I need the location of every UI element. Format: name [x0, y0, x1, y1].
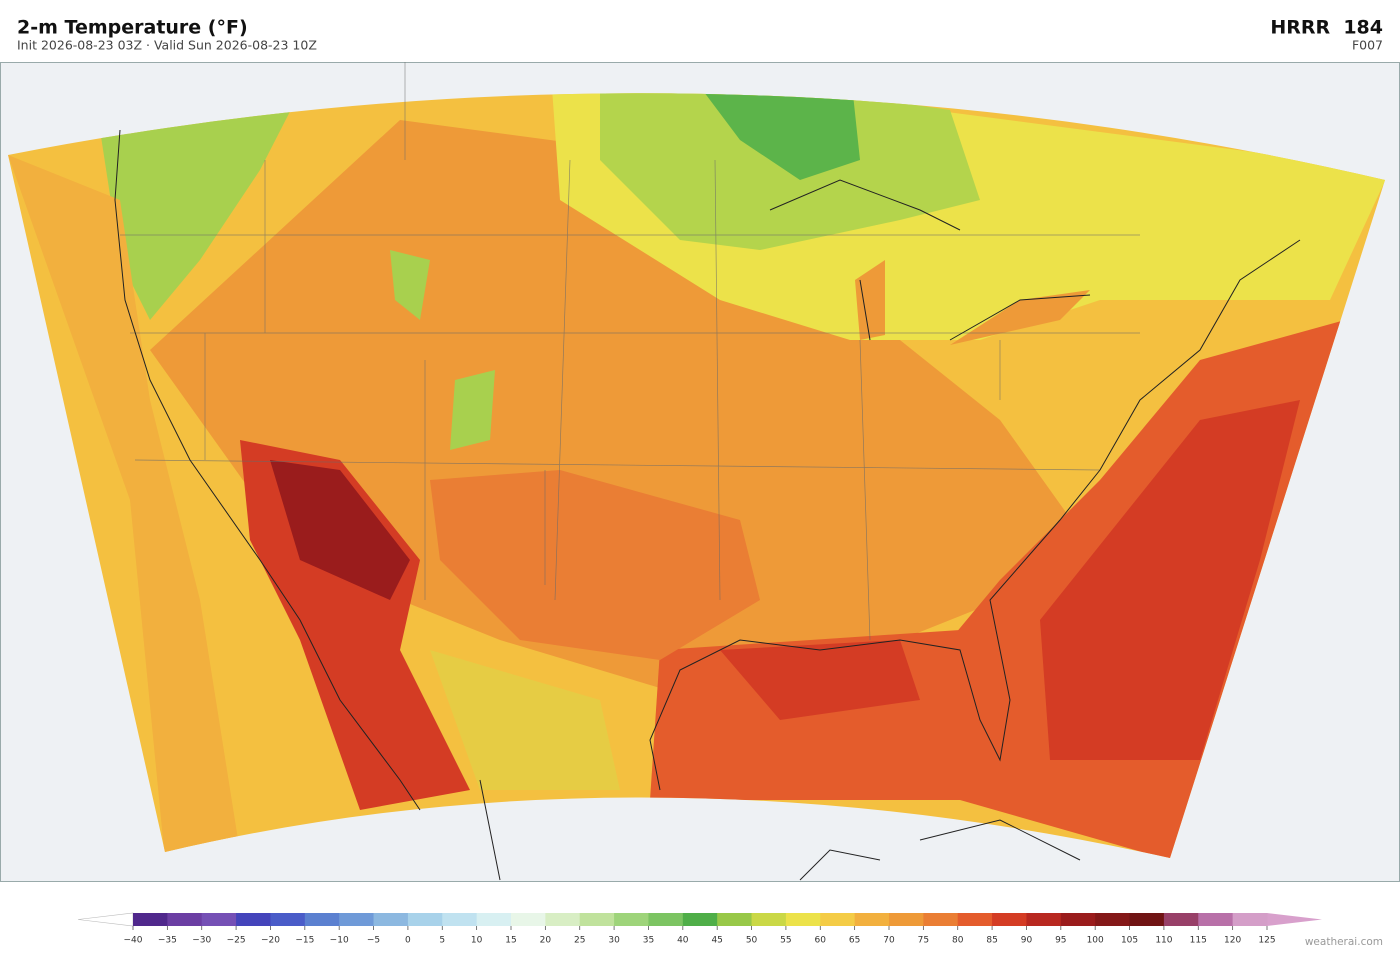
colorbar-tick-label: −40 [124, 936, 143, 946]
forecast-hour: F007 [1352, 38, 1383, 53]
colorbar-swatch [614, 913, 649, 926]
colorbar-swatch [992, 913, 1027, 926]
colorbar-tick-label: −15 [295, 936, 314, 946]
colorbar-tick-label: 60 [815, 936, 827, 946]
colorbar-tick-label: −5 [367, 936, 380, 946]
colorbar-tick-label: 120 [1224, 936, 1241, 946]
colorbar-swatch [751, 913, 787, 926]
subtitle: Init 2026-08-23 03Z · Valid Sun 2026-08-… [17, 38, 317, 53]
colorbar-swatch [201, 913, 237, 926]
colorbar-swatch [442, 913, 478, 926]
colorbar-swatch [785, 913, 821, 926]
colorbar-tick-label: 70 [883, 936, 895, 946]
colorbar-swatch [511, 913, 546, 926]
colorbar-swatch [1060, 913, 1096, 926]
colorbar-tick-label: 30 [608, 936, 620, 946]
colorbar-tick-label: 45 [711, 936, 722, 946]
colorbar-tick-label: 40 [677, 936, 689, 946]
colorbar-tick-label: 20 [540, 936, 552, 946]
colorbar-swatch [270, 913, 306, 926]
colorbar-swatch [1129, 913, 1165, 926]
colorbar-tick-label: 125 [1258, 936, 1275, 946]
colorbar-swatch [820, 913, 856, 926]
colorbar-swatch [407, 913, 443, 926]
colorbar-tick-label: 80 [952, 936, 964, 946]
colorbar-swatch [1026, 913, 1062, 926]
colorbar-swatch [923, 913, 959, 926]
colorbar-tick-label: 65 [849, 936, 860, 946]
colorbar: −40 −35 −30 −25 −20 −15 −10 −5 0 5 10 15 20 25 30 35 40 4… [77, 912, 1322, 946]
colorbar-tick-label: 75 [918, 936, 929, 946]
colorbar-tick-label: 95 [1055, 936, 1066, 946]
watermark: weatherai.com [1305, 936, 1383, 948]
colorbar-tick-label: 115 [1190, 936, 1207, 946]
model-label: HRRR 184 [1270, 17, 1383, 39]
colorbar-swatch [579, 913, 615, 926]
colorbar-swatch [957, 913, 993, 926]
colorbar-under [77, 912, 134, 927]
colorbar-swatch [1198, 913, 1234, 926]
colorbar-swatch [339, 913, 375, 926]
colorbar-tick-label: 100 [1087, 936, 1104, 946]
colorbar-swatch [1163, 913, 1199, 926]
colorbar-swatch [1232, 913, 1268, 926]
colorbar-tick-label: 90 [1021, 936, 1033, 946]
colorbar-tick-label: −30 [192, 936, 211, 946]
colorbar-tick-label: 35 [643, 936, 654, 946]
colorbar-swatch [648, 913, 684, 926]
title: 2-m Temperature (°F) [17, 17, 248, 39]
colorbar-swatch [854, 913, 890, 926]
colorbar-swatch [682, 913, 718, 926]
colorbar-swatch [167, 913, 203, 926]
colorbar-swatch [236, 913, 271, 926]
colorbar-tick-label: −25 [227, 936, 246, 946]
colorbar-tick-label: 5 [439, 936, 445, 946]
colorbar-swatch [717, 913, 753, 926]
colorbar-tick-label: −35 [158, 936, 177, 946]
colorbar-swatch [1095, 913, 1131, 926]
colorbar-tick-label: 85 [986, 936, 997, 946]
map [0, 62, 1400, 882]
colorbar-swatch [545, 913, 581, 926]
colorbar-tick-label: 15 [505, 936, 516, 946]
borders [114, 62, 1301, 881]
colorbar-swatch [889, 913, 924, 926]
colorbar-tick-label: −20 [261, 936, 280, 946]
colorbar-swatch [304, 913, 340, 926]
colorbar-tick-label: −10 [330, 936, 349, 946]
colorbar-swatch [476, 913, 512, 926]
colorbar-tick-label: 0 [405, 936, 411, 946]
colorbar-swatch [373, 913, 409, 926]
colorbar-swatch [133, 913, 168, 926]
temperature-field [8, 93, 1385, 858]
colorbar-tick-label: 105 [1121, 936, 1138, 946]
colorbar-tick-label: 50 [746, 936, 758, 946]
colorbar-over [1267, 913, 1322, 926]
colorbar-tick-label: 110 [1155, 936, 1172, 946]
colorbar-tick-label: 10 [471, 936, 483, 946]
colorbar-tick-label: 55 [780, 936, 791, 946]
colorbar-tick-label: 25 [574, 936, 585, 946]
